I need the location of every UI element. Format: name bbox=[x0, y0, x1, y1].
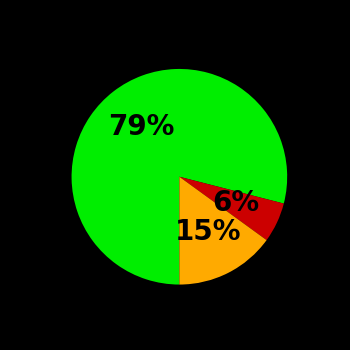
Text: 15%: 15% bbox=[175, 218, 241, 246]
Wedge shape bbox=[71, 69, 287, 285]
Text: 79%: 79% bbox=[108, 113, 174, 141]
Wedge shape bbox=[179, 177, 284, 240]
Wedge shape bbox=[179, 177, 267, 285]
Text: 6%: 6% bbox=[212, 189, 259, 217]
